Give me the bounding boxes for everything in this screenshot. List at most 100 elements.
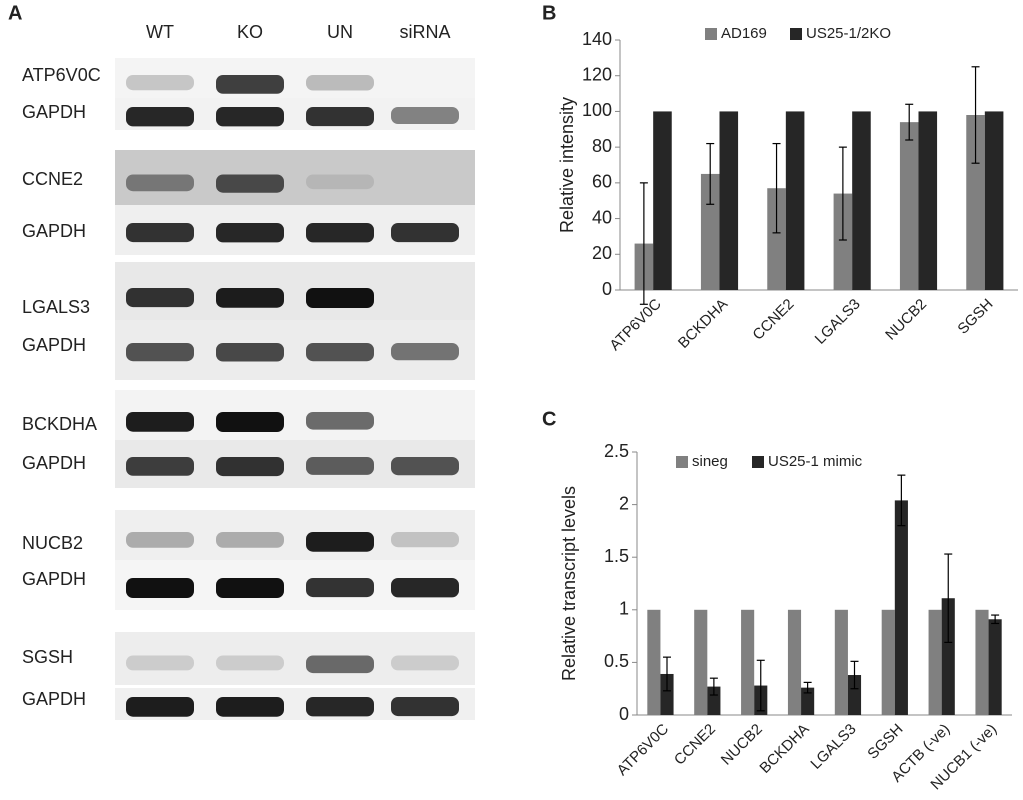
x-tick-label: NUCB2	[882, 296, 930, 344]
blot-band	[306, 532, 374, 552]
bar	[707, 686, 721, 715]
y-tick-label: 1.5	[604, 546, 629, 566]
blot-band	[126, 343, 194, 362]
blot-band	[216, 107, 284, 127]
x-tick-label: CCNE2	[749, 296, 797, 344]
bar	[988, 619, 1002, 715]
blot-band	[216, 288, 284, 308]
lane-label: WT	[146, 22, 174, 42]
x-tick-label: SGSH	[864, 721, 906, 763]
blot-band	[391, 343, 459, 361]
y-tick-label: 100	[582, 100, 612, 120]
row-label: NUCB2	[22, 533, 83, 553]
row-label: GAPDH	[22, 569, 86, 589]
row-label: GAPDH	[22, 453, 86, 473]
blot-band	[391, 655, 459, 671]
bar	[700, 173, 720, 290]
bar	[966, 115, 985, 290]
y-tick-label: 140	[582, 29, 612, 49]
bar	[767, 188, 786, 290]
x-tick-label: BCKDHA	[675, 296, 731, 352]
legend-swatch	[676, 456, 688, 468]
blot-band	[306, 223, 374, 243]
blot-band	[306, 412, 374, 430]
y-axis-label: Relative transcript levels	[559, 486, 579, 681]
y-tick-label: 60	[592, 172, 612, 192]
bar	[653, 111, 672, 290]
blot-band	[306, 343, 374, 362]
bar	[894, 500, 908, 715]
blot-band	[306, 578, 374, 598]
bar	[801, 687, 815, 715]
row-label: GAPDH	[22, 689, 86, 709]
blot	[115, 510, 475, 560]
row-label: GAPDH	[22, 221, 86, 241]
x-tick-label: LGALS3	[812, 296, 864, 348]
bar	[694, 609, 708, 715]
blot-band	[216, 457, 284, 477]
blot-band	[216, 532, 284, 548]
legend-label: US25-1/2KO	[806, 25, 891, 42]
blot-band	[216, 174, 284, 193]
legend-swatch	[705, 28, 717, 40]
y-tick-label: 20	[592, 243, 612, 263]
legend-swatch	[752, 456, 764, 468]
blot-band	[126, 697, 194, 717]
blot-band	[126, 223, 194, 243]
bar	[719, 111, 739, 290]
panel-label: C	[542, 408, 556, 430]
blot-band	[306, 655, 374, 674]
bar	[787, 609, 802, 715]
bar	[984, 111, 1004, 290]
blot	[115, 58, 475, 98]
bar	[741, 609, 755, 715]
blot-band	[216, 578, 284, 598]
blot-band	[216, 697, 284, 717]
blot-band	[216, 343, 284, 362]
blot-band	[306, 457, 374, 475]
row-label: LGALS3	[22, 297, 90, 317]
blot-band	[391, 578, 459, 598]
blot-band	[126, 655, 194, 671]
blot-band	[306, 174, 374, 190]
y-tick-label: 80	[592, 136, 612, 156]
bar	[833, 193, 853, 290]
blot-band	[126, 532, 194, 548]
y-tick-label: 2	[619, 493, 629, 513]
bar	[899, 122, 919, 291]
y-tick-label: 1	[619, 599, 629, 619]
y-tick-label: 0	[619, 704, 629, 724]
panel-label: A	[8, 2, 22, 24]
bar	[647, 609, 661, 715]
y-axis-label: Relative intensity	[557, 97, 577, 233]
lane-label: siRNA	[399, 22, 450, 42]
panel-label: B	[542, 2, 556, 24]
bar	[660, 673, 674, 715]
blot-band	[391, 223, 459, 243]
bar	[852, 111, 871, 290]
bar	[975, 609, 989, 715]
x-tick-label: BCKDHA	[756, 721, 812, 777]
legend-swatch	[790, 28, 802, 40]
blot	[115, 632, 475, 685]
blot-band	[216, 655, 284, 671]
legend-label: sineg	[692, 453, 728, 470]
bar	[834, 609, 848, 715]
blot	[115, 150, 475, 205]
bar	[941, 598, 955, 715]
row-label: GAPDH	[22, 102, 86, 122]
y-tick-label: 40	[592, 207, 612, 227]
x-tick-label: SGSH	[954, 296, 996, 338]
blot-band	[126, 412, 194, 432]
row-label: BCKDHA	[22, 414, 97, 434]
blot-band	[126, 288, 194, 308]
row-label: SGSH	[22, 647, 73, 667]
x-tick-label: ATP6V0C	[614, 721, 673, 780]
x-tick-label: CCNE2	[671, 721, 719, 769]
row-label: CCNE2	[22, 169, 83, 189]
blot-band	[391, 457, 459, 476]
bar	[918, 111, 938, 290]
blot-band	[216, 412, 284, 432]
bar	[847, 675, 862, 715]
